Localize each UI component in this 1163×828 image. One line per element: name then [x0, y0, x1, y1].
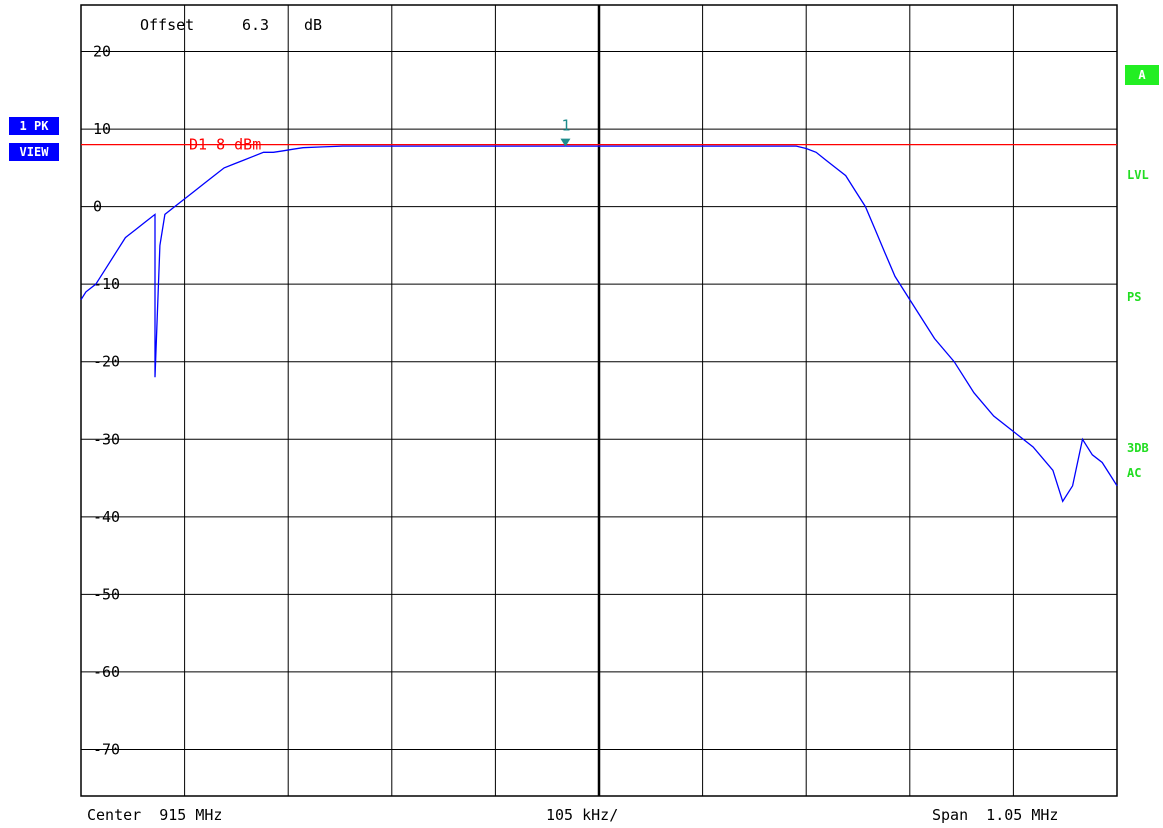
y-tick-label: 0 — [93, 198, 102, 216]
grid — [80, 4, 1118, 797]
per-division: 105 kHz/ — [546, 806, 618, 824]
span: Span 1.05 MHz — [932, 806, 1058, 824]
level-flag: LVL — [1127, 168, 1149, 182]
y-tick-label: 20 — [93, 43, 111, 61]
marker: 1 — [560, 117, 570, 147]
display-line-label: D1 8 dBm — [189, 136, 261, 154]
trace-a-flag: A — [1125, 65, 1159, 85]
ac-flag: AC — [1127, 466, 1142, 480]
marker-label: 1 — [561, 117, 570, 135]
y-tick-label: -20 — [93, 353, 120, 371]
trace — [80, 145, 1118, 503]
y-tick-label: -40 — [93, 508, 120, 526]
3db-flag: 3DB — [1127, 441, 1149, 455]
y-axis-ticks: 20 10 0 -10 -20 -30 -40 -50 -60 -70 — [93, 43, 120, 759]
y-tick-label: -60 — [93, 663, 120, 681]
offset-unit: dB — [304, 16, 322, 34]
display-line: D1 8 dBm — [81, 136, 1117, 154]
y-tick-label: -30 — [93, 430, 120, 448]
offset-value: 6.3 — [242, 16, 269, 34]
y-tick-label: 10 — [93, 120, 111, 138]
trace-detector-tag: 1 PK — [9, 117, 59, 135]
offset-label: Offset — [140, 16, 194, 34]
y-tick-label: -50 — [93, 585, 120, 603]
trace-line — [80, 145, 1118, 503]
y-tick-label: -70 — [93, 740, 120, 758]
marker-triangle — [560, 138, 571, 147]
trace-mode-tag: VIEW — [9, 143, 59, 161]
y-tick-label: -10 — [93, 275, 120, 293]
center-frequency: Center 915 MHz — [87, 806, 222, 824]
ps-flag: PS — [1127, 290, 1142, 304]
